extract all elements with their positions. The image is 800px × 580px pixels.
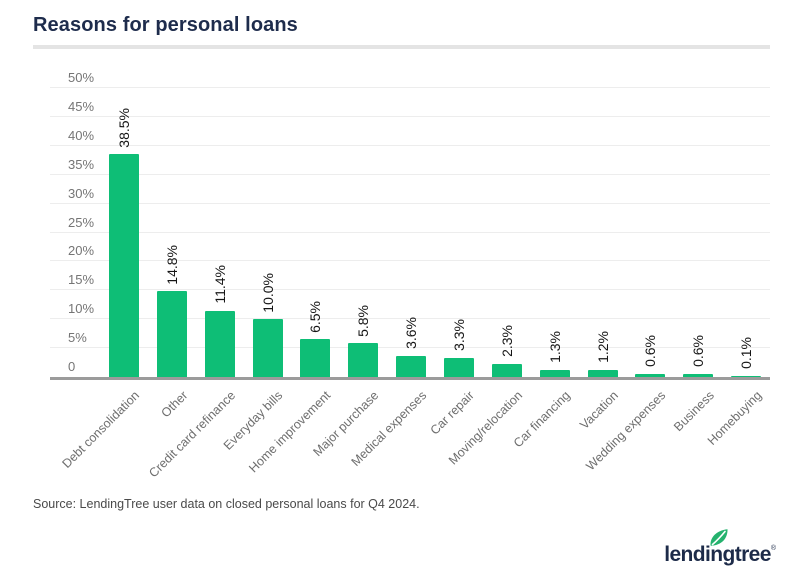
x-axis-line [50,377,770,380]
bar-slot: 5.8% Major purchase [311,88,387,460]
bar[interactable] [396,356,427,377]
bar[interactable] [300,339,331,377]
category-label: Car repair [427,388,478,438]
bar[interactable] [156,291,187,377]
value-label: 3.3% [450,319,467,351]
bar-slot: 0.1% Homebuying [705,88,770,448]
bar[interactable] [108,154,139,377]
gridline-30% [50,202,770,204]
bar[interactable] [587,370,618,377]
value-label: 2.3% [498,324,515,357]
category-label: Debt consolidation [59,388,143,471]
gridline-10% [50,318,770,320]
category-label: Vacation [577,388,621,432]
y-tick-label: 10% [68,301,95,317]
bar[interactable] [539,369,570,377]
bar-slot: 1.2% Vacation [577,88,627,432]
lendingtree-logo: lendingtree® [664,528,776,569]
bar-slot: 3.3% Car repair [428,88,483,437]
gridline-40% [50,144,770,146]
category-label: Other [157,388,190,421]
bar-slot: 0.6% Wedding expenses [584,88,674,474]
bar[interactable] [443,357,474,377]
y-tick-label: 15% [68,272,95,288]
value-label: 0.6% [642,334,659,367]
y-tick-label: 5% [68,330,87,346]
value-label: 11.4% [211,265,228,305]
value-label: 3.6% [403,317,420,350]
page-title: Reasons for personal loans [33,14,298,36]
bars-row: 38.5% Debt consolidation 14.8% Other 11.4% Cr… [59,88,770,480]
y-tick-label: 25% [68,214,95,230]
bar-slot: 11.4% Credit card refinance [146,88,244,480]
gridline-20% [50,260,770,262]
value-label: 1.3% [546,330,563,363]
bar[interactable] [635,373,666,377]
category-label: Business [670,388,717,435]
leaf-icon [708,528,729,552]
title-divider [33,45,770,49]
bar[interactable] [683,373,714,377]
value-label: 14.8% [163,244,180,285]
y-tick-label: 0 [68,359,76,374]
bar-slot: 6.5% Home improvement [247,88,339,476]
source-note: Source: LendingTree user data on closed … [33,497,420,511]
value-label: 6.5% [307,300,324,333]
value-label: 0.1% [738,336,755,369]
gridline-25% [50,231,770,233]
y-tick-label: 30% [68,185,95,201]
value-label: 0.6% [690,334,707,367]
bar-slot: 10.0% Everyday bills [221,88,292,453]
bar-slot: 38.5% Debt consolidation [59,88,148,471]
value-label: 5.8% [355,304,372,337]
logo-wordmark: lendingtree [664,543,771,566]
y-tick-label: 40% [68,127,95,143]
gridline-45% [50,115,770,117]
bar-slot: 0.6% Business [671,88,722,434]
y-tick-label: 20% [68,243,95,259]
bar-slot: 14.8% Other [148,88,196,420]
value-label: 1.2% [594,331,611,364]
bar-slot: 1.3% Car financing [511,88,579,451]
value-label: 10.0% [259,272,276,313]
bar-slot: 2.3% Moving/relocation [446,88,531,468]
gridline-15% [50,289,770,291]
gridline-35% [50,173,770,175]
bar[interactable] [348,343,379,377]
y-tick-label: 45% [68,98,95,114]
gridline-5% [50,347,770,349]
value-label: 38.5% [115,107,132,148]
y-tick-label: 35% [68,156,95,172]
bar[interactable] [731,375,762,377]
bar-chart: 38.5% Debt consolidation 14.8% Other 11.4% Cr… [50,71,770,480]
gridline-50% [50,87,770,88]
category-label: Credit card refinance [145,388,238,481]
logo-trademark: ® [770,545,776,552]
y-tick-label: 50% [68,70,95,85]
bar[interactable] [491,363,522,377]
bar-slot: 3.6% Medical expenses [349,88,435,469]
bar[interactable] [204,311,235,377]
bar[interactable] [252,319,283,377]
